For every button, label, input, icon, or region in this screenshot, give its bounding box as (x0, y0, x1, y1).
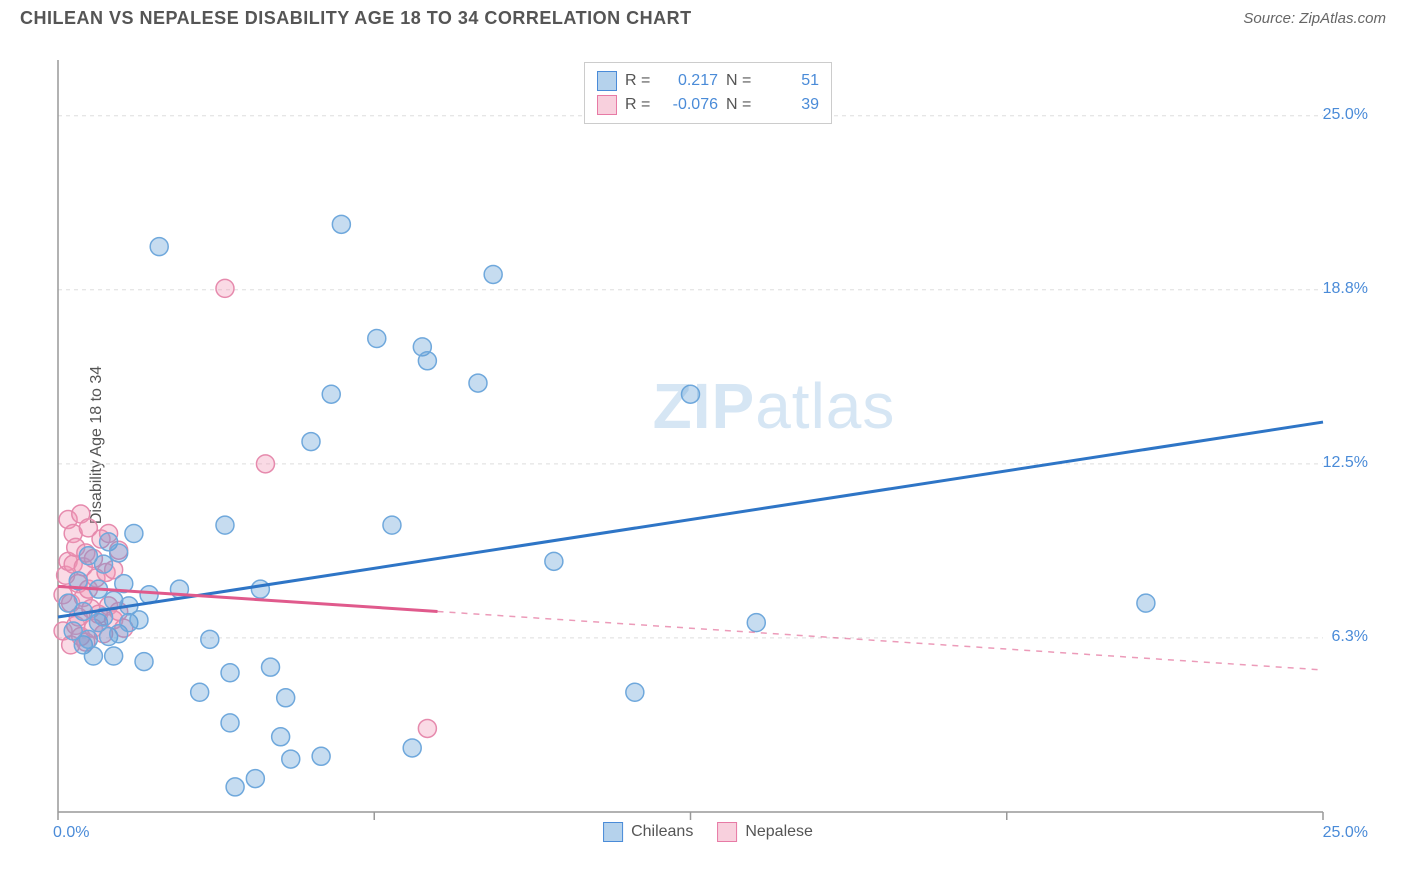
legend: Chileans Nepalese (603, 822, 813, 842)
swatch-icon (717, 822, 737, 842)
chart-container: Disability Age 18 to 34 R = 0.217 N = 51… (48, 50, 1368, 840)
y-tick-label: 25.0% (1323, 106, 1368, 124)
y-tick-label: 12.5% (1323, 454, 1368, 472)
legend-item-nepalese: Nepalese (717, 822, 813, 842)
stats-row-nepalese: R = -0.076 N = 39 (597, 93, 819, 117)
y-tick-label: 18.8% (1323, 280, 1368, 298)
legend-item-chileans: Chileans (603, 822, 693, 842)
x-tick-label: 0.0% (53, 824, 89, 842)
source-attribution: Source: ZipAtlas.com (1243, 10, 1386, 27)
x-tick-label: 25.0% (1323, 824, 1368, 842)
scatter-plot (48, 50, 1368, 840)
correlation-stats-box: R = 0.217 N = 51 R = -0.076 N = 39 (584, 62, 832, 124)
swatch-icon (597, 95, 617, 115)
chart-title: CHILEAN VS NEPALESE DISABILITY AGE 18 TO… (20, 8, 692, 29)
y-tick-label: 6.3% (1332, 628, 1368, 646)
swatch-icon (603, 822, 623, 842)
swatch-icon (597, 71, 617, 91)
stats-row-chileans: R = 0.217 N = 51 (597, 69, 819, 93)
